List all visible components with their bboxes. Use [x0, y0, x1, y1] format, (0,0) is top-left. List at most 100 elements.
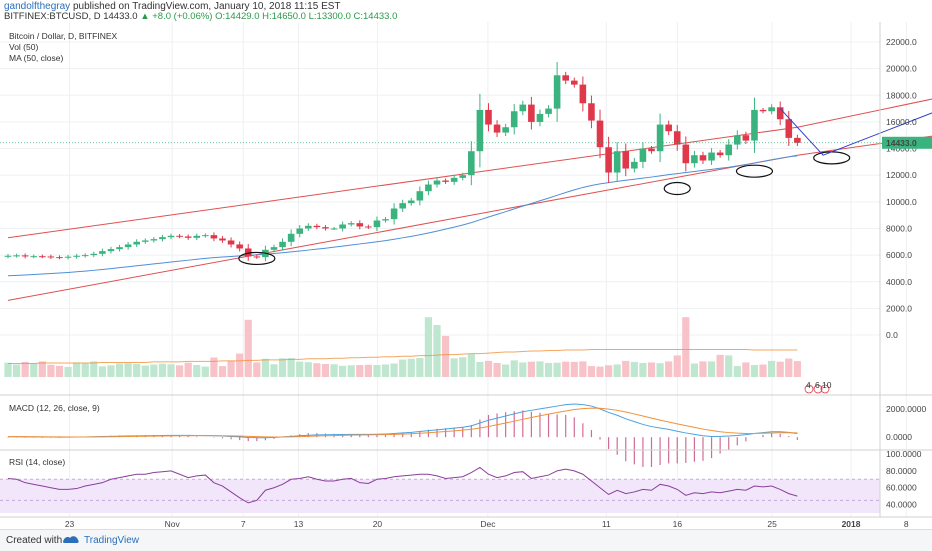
rsi-line [7, 466, 798, 504]
candle-body [588, 103, 595, 121]
candle-body [133, 241, 140, 245]
price-tick-label: 20000.0 [886, 64, 917, 74]
volume-bar [502, 364, 510, 377]
candle-body [90, 253, 98, 256]
author-link[interactable]: gandolfthegray [4, 1, 71, 12]
candle-body [150, 239, 158, 241]
candle-body [184, 236, 192, 238]
macd-tick-label: 2000.0000 [886, 404, 926, 414]
volume-bar [605, 365, 613, 377]
volume-bar [493, 362, 501, 377]
candle-body [373, 220, 381, 228]
price-tick-label: 12000.0 [886, 170, 917, 180]
date-tick-label: 2018 [842, 519, 861, 529]
rsi-title: RSI (14, close) [9, 457, 65, 467]
date-tick-label: 16 [673, 519, 683, 529]
date-tick-label: 25 [767, 519, 777, 529]
volume-bar [544, 362, 553, 377]
volume-bar [339, 365, 347, 377]
volume-marker-circle [820, 384, 830, 394]
low-value: L:13300.0 [308, 11, 351, 22]
candle-body [167, 235, 175, 238]
vol-marker-1: 4 [806, 380, 811, 390]
high-value: H:14650.0 [262, 11, 306, 22]
date-tick-label: 23 [65, 519, 75, 529]
volume-bar [441, 335, 450, 377]
rsi-tick-label: 80.0000 [886, 466, 917, 476]
volume-bar [210, 357, 218, 377]
ma50-line [7, 155, 798, 277]
candle-body [716, 152, 724, 156]
tradingview-link[interactable]: TradingView [84, 535, 140, 546]
legend-ma: MA (50, close) [9, 53, 63, 63]
volume-bar [21, 361, 29, 377]
candle-body [107, 249, 115, 252]
volume-bar [330, 364, 338, 377]
volume-bar [622, 360, 630, 377]
candle-body [347, 223, 355, 225]
volume-bar [467, 354, 475, 377]
candle-body [665, 124, 672, 132]
candles [0, 62, 880, 262]
volume-bar [201, 366, 209, 377]
candle-body [794, 137, 801, 143]
volume-bar [587, 366, 596, 377]
volume-bar [527, 361, 535, 377]
volume-bar [115, 363, 124, 377]
volume-bar [98, 366, 106, 377]
volume-bar [776, 361, 784, 377]
legend-volume: Vol (50) [9, 42, 38, 52]
volume-bar [287, 358, 295, 377]
candle-body [519, 104, 527, 112]
candle-body [553, 75, 561, 109]
candle-body [176, 235, 183, 237]
candle-body [725, 144, 733, 156]
rsi-line [7, 466, 798, 504]
volume-bar [390, 363, 398, 377]
candle-body [450, 177, 458, 182]
volume-bar [716, 354, 724, 377]
volume-bar [12, 364, 21, 377]
candle-body [708, 152, 715, 161]
candle-body [270, 247, 278, 250]
volume-bar [64, 366, 72, 377]
volume-marker-circle [813, 384, 823, 394]
vol-marker-2: 6 [815, 380, 820, 390]
candle-body [425, 184, 432, 192]
volume-bar [562, 361, 570, 377]
candle-body [73, 255, 80, 257]
volume-bar [347, 365, 355, 377]
candle-body [141, 240, 149, 242]
candle-body [244, 248, 252, 257]
candle-body [648, 148, 655, 152]
candle-body [279, 241, 286, 248]
candle-body [622, 151, 630, 169]
candle-body [305, 225, 312, 229]
open-value: O:14429.0 [215, 11, 260, 22]
volume-bar [613, 364, 621, 377]
date-tick-label: 11 [602, 519, 611, 529]
volume-bar [725, 355, 733, 377]
candle-body [390, 208, 398, 220]
volume-bar [236, 353, 244, 377]
candle-body [579, 84, 587, 104]
candle-body [699, 155, 707, 161]
candle-body [751, 109, 758, 141]
volume-bar [261, 358, 269, 377]
candle-body [734, 135, 741, 145]
rsi-tick-label: 100.0000 [886, 449, 922, 459]
volume-bar [656, 363, 664, 377]
candle-body [219, 238, 226, 241]
footer: Created with TradingView [0, 529, 932, 551]
candle-body [193, 235, 201, 238]
candle-body [416, 191, 424, 201]
volume-bar [768, 360, 776, 377]
price-tick-label: 8000.0 [886, 223, 912, 233]
volume-bar [476, 361, 484, 377]
candle-body [545, 108, 552, 114]
price-tick-label: 2000.0 [886, 303, 912, 313]
chart-canvas[interactable]: 0.0 2000.0 4000.0 6000.0 8000.0 10000.0 12000.… [0, 22, 932, 529]
candle-body [296, 228, 304, 234]
rsi-band [0, 479, 880, 513]
candle-body [562, 75, 569, 81]
